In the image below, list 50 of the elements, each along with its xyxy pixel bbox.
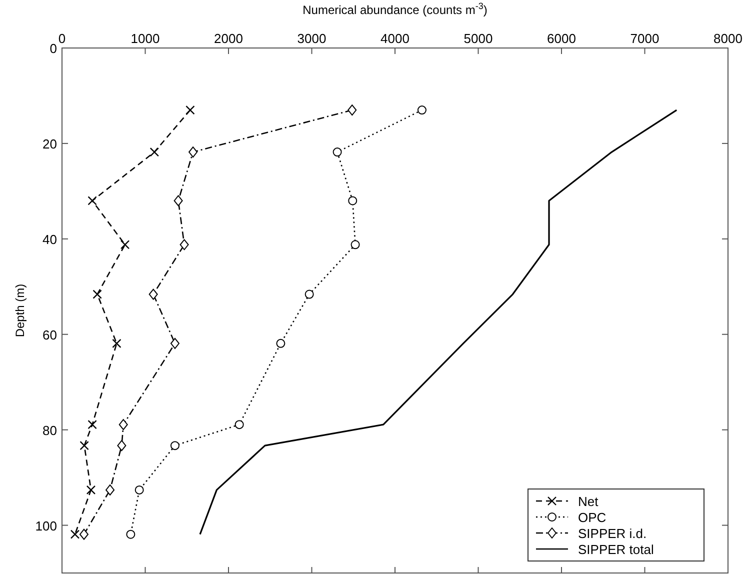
point bbox=[186, 105, 195, 115]
point bbox=[174, 195, 183, 206]
point bbox=[332, 148, 342, 157]
point bbox=[188, 146, 198, 158]
point bbox=[417, 106, 426, 115]
legend-label: SIPPER total bbox=[578, 542, 654, 557]
point bbox=[117, 440, 126, 452]
point bbox=[134, 485, 144, 494]
point bbox=[150, 147, 160, 157]
point bbox=[112, 338, 122, 348]
point bbox=[79, 528, 88, 540]
y-tick-label: 60 bbox=[42, 327, 57, 342]
point bbox=[126, 530, 136, 539]
point bbox=[80, 440, 89, 450]
point bbox=[92, 290, 102, 299]
x-tick-label: 6000 bbox=[547, 31, 576, 46]
x-tick-label: 3000 bbox=[297, 31, 326, 46]
y-tick-label: 20 bbox=[42, 136, 57, 152]
point bbox=[88, 196, 97, 206]
x-tick-label: 8000 bbox=[714, 31, 742, 46]
point bbox=[106, 484, 115, 496]
point bbox=[180, 239, 189, 250]
point bbox=[118, 419, 128, 430]
point bbox=[70, 530, 80, 539]
x-axis-title: Numerical abundance (counts m$^{-3}$) bbox=[302, 1, 488, 17]
y-axis-title: Depth (m) bbox=[13, 284, 27, 338]
point bbox=[148, 288, 158, 300]
point bbox=[234, 420, 244, 430]
y-tick-label: 0 bbox=[50, 41, 57, 56]
y-tick-label: 80 bbox=[42, 422, 57, 438]
y-tick-label: 40 bbox=[42, 232, 57, 247]
point bbox=[348, 196, 358, 206]
point bbox=[88, 420, 97, 430]
legend-label: Net bbox=[578, 494, 599, 509]
x-tick-label: 4000 bbox=[380, 31, 410, 46]
point bbox=[170, 441, 180, 450]
point bbox=[170, 338, 180, 349]
point bbox=[120, 240, 130, 250]
point bbox=[304, 290, 314, 299]
point bbox=[350, 240, 360, 250]
x-tick-label: 5000 bbox=[464, 31, 493, 46]
legend-label: SIPPER i.d. bbox=[578, 526, 647, 541]
point bbox=[86, 485, 96, 495]
x-tick-label: 2000 bbox=[214, 31, 243, 46]
x-tick-label: 1000 bbox=[130, 31, 160, 46]
y-tick-label: 100 bbox=[35, 518, 57, 534]
legend-label: OPC bbox=[578, 510, 606, 525]
point bbox=[348, 104, 357, 116]
point bbox=[276, 338, 286, 348]
x-tick-label: 7000 bbox=[630, 31, 660, 46]
